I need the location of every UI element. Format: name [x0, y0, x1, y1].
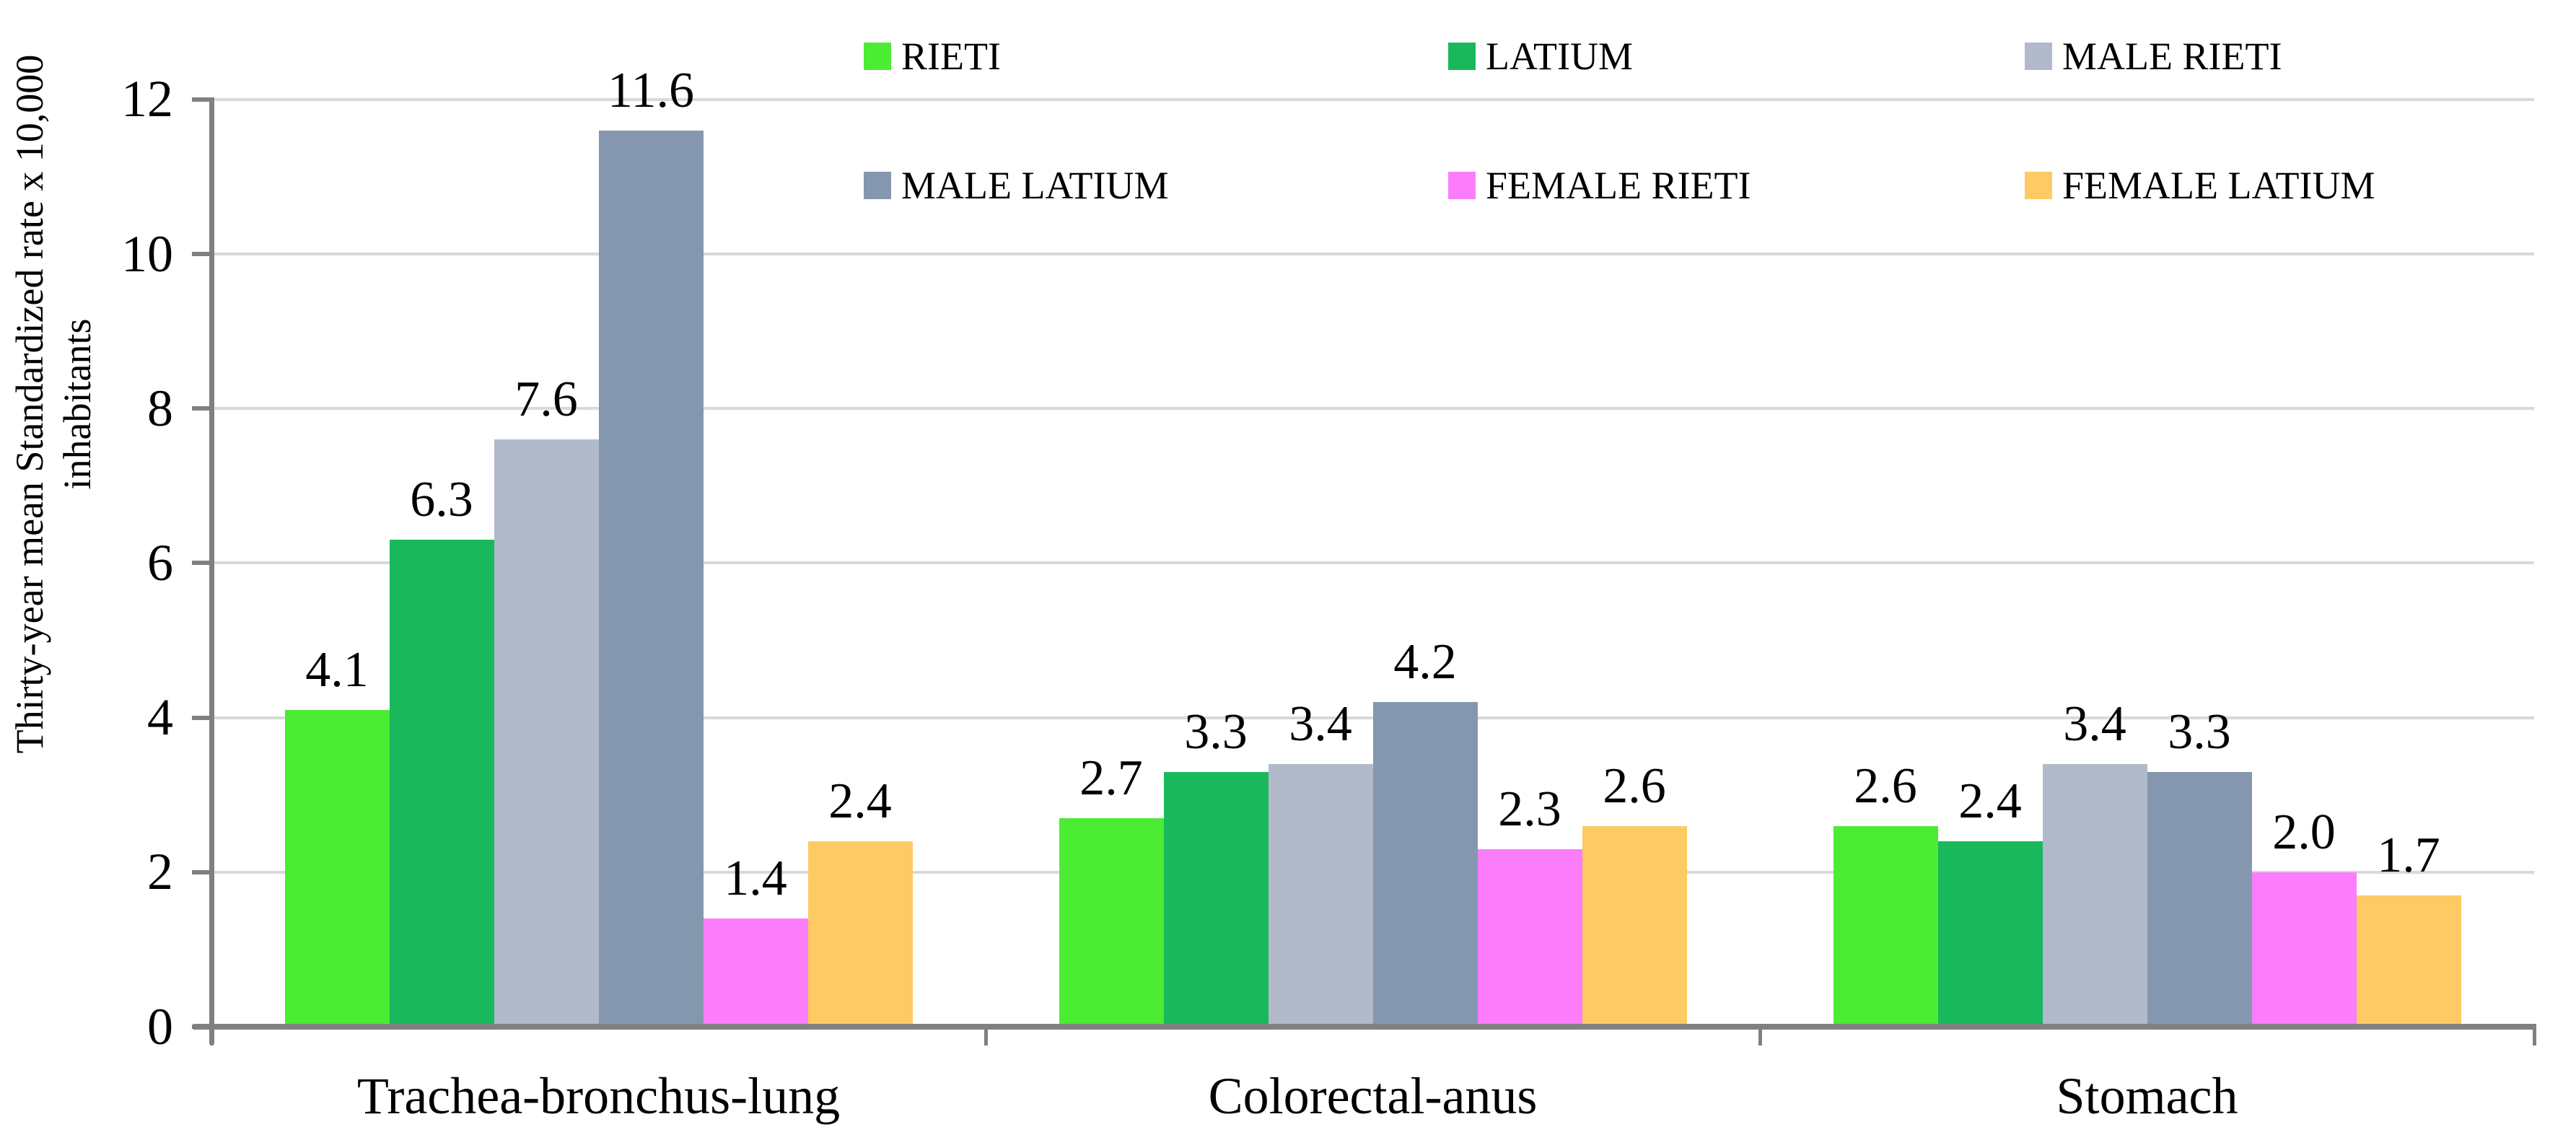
- gridline: [211, 253, 2534, 255]
- legend-swatch: [1448, 172, 1476, 199]
- legend-swatch: [2025, 172, 2052, 199]
- gridline: [211, 97, 2534, 101]
- y-tick-label: 0: [147, 997, 173, 1056]
- legend-label: MALE LATIUM: [901, 164, 1169, 207]
- bar-value-label: 4.1: [305, 641, 369, 698]
- x-tick: [1758, 1024, 1762, 1045]
- legend-label: RIETI: [901, 35, 1001, 78]
- legend-item: FEMALE RIETI: [1448, 164, 1751, 207]
- bar: [1833, 825, 1938, 1024]
- gridline: [211, 407, 2534, 411]
- y-tick-label: 4: [147, 688, 173, 747]
- bar-value-label: 3.3: [2168, 703, 2231, 760]
- legend-label: LATIUM: [1486, 35, 1633, 78]
- x-tick: [984, 1024, 988, 1045]
- legend-swatch: [864, 43, 891, 70]
- legend-label: FEMALE RIETI: [1486, 164, 1751, 207]
- x-tick: [2533, 1024, 2536, 1045]
- bar: [598, 130, 704, 1024]
- legend: RIETI LATIUM MALE RIETI MALE LATIUM FEMALE R…: [0, 0, 2576, 289]
- y-tick-label: 2: [147, 843, 173, 901]
- legend-swatch: [864, 172, 891, 199]
- legend-item: MALE RIETI: [2025, 35, 2282, 78]
- legend-item: FEMALE LATIUM: [2025, 164, 2375, 207]
- bar: [1477, 849, 1582, 1024]
- y-tick-label: 12: [121, 70, 173, 128]
- bar-value-label: 11.6: [608, 62, 694, 118]
- bar: [389, 540, 494, 1024]
- bar-value-label: 4.2: [1393, 634, 1457, 690]
- legend-swatch: [1448, 43, 1476, 70]
- bar-value-label: 3.4: [2063, 696, 2126, 752]
- bar: [284, 709, 390, 1024]
- x-axis-line: [193, 1024, 2534, 1030]
- bar: [1163, 771, 1269, 1024]
- bar: [2356, 895, 2461, 1024]
- bar: [494, 439, 599, 1024]
- bar-value-label: 2.7: [1079, 750, 1143, 806]
- bar: [1372, 702, 1478, 1024]
- y-tick: [192, 561, 211, 566]
- y-tick-label: 10: [121, 224, 173, 283]
- bar-value-label: 2.3: [1498, 781, 1561, 837]
- bar: [703, 918, 808, 1024]
- bar-value-label: 3.4: [1289, 696, 1352, 752]
- bar-value-label: 1.4: [724, 851, 787, 907]
- legend-swatch: [2025, 43, 2052, 70]
- bar-value-label: 3.3: [1184, 703, 1248, 760]
- y-tick-label: 6: [147, 533, 173, 592]
- bar: [2042, 763, 2147, 1024]
- bar: [1268, 763, 1373, 1024]
- bar-value-label: 2.6: [1854, 758, 1917, 814]
- y-tick: [192, 252, 211, 256]
- y-tick: [192, 715, 211, 720]
- bar-value-label: 2.6: [1603, 758, 1666, 814]
- bar: [1582, 825, 1687, 1024]
- bar: [807, 841, 913, 1024]
- bar-value-label: 1.7: [2377, 827, 2440, 883]
- bar: [2147, 771, 2252, 1024]
- bar: [1937, 841, 2043, 1024]
- bar-value-label: 7.6: [514, 372, 578, 428]
- legend-item: MALE LATIUM: [864, 164, 1169, 207]
- bar: [2251, 872, 2357, 1024]
- y-tick-label: 8: [147, 379, 173, 437]
- bar: [1059, 817, 1164, 1024]
- legend-label: FEMALE LATIUM: [2062, 164, 2375, 207]
- y-tick: [192, 406, 211, 411]
- legend-item: RIETI: [864, 35, 1001, 78]
- bar-value-label: 2.4: [828, 773, 892, 829]
- legend-item: LATIUM: [1448, 35, 1633, 78]
- y-axis-line: [209, 97, 214, 1044]
- y-tick: [192, 97, 211, 102]
- gridline: [211, 561, 2534, 565]
- bar-value-label: 2.4: [1958, 773, 2022, 829]
- y-tick: [192, 869, 211, 874]
- bar-value-label: 6.3: [410, 472, 473, 528]
- legend-label: MALE RIETI: [2062, 35, 2282, 78]
- bar-value-label: 2.0: [2272, 804, 2336, 860]
